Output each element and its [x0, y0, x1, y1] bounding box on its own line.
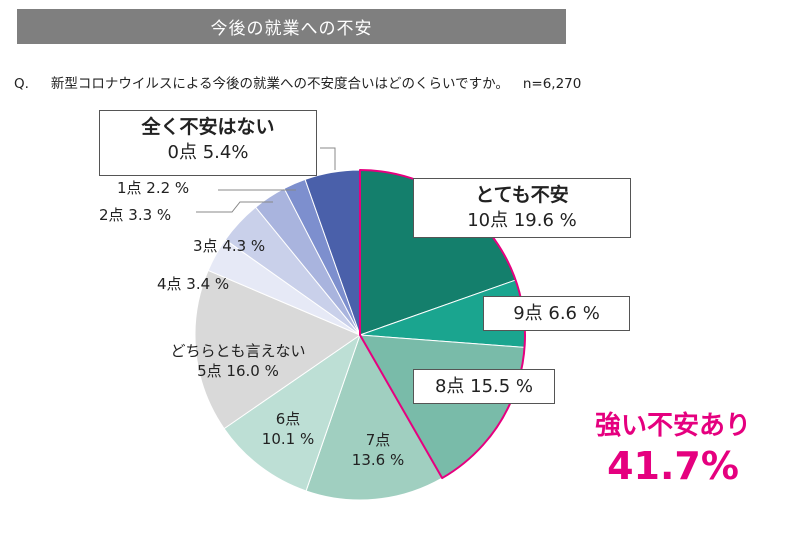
label-0pt-name: 全く不安はない [141, 116, 275, 138]
label-5pt: どちらとも言えない 5点 16.0 % [168, 341, 308, 382]
pie-slice-5点 [194, 269, 362, 430]
label-8pt: 8点 15.5 % [413, 369, 555, 404]
question-text: Q. 新型コロナウイルスによる今後の就業への不安度合いはどのくらいですか。 n=6,… [14, 72, 603, 92]
label-10pt-value: 10点 19.6 % [467, 209, 577, 231]
label-4pt: 4点 3.4 % [157, 275, 230, 293]
chart-title: 今後の就業への不安 [210, 19, 373, 39]
pie-slice-6点 [223, 333, 361, 492]
label-1pt: 1点 2.2 % [117, 179, 190, 197]
sample-size: n=6,270 [522, 76, 582, 92]
leader-line-0 [320, 147, 336, 170]
label-6pt-value: 10.1 % [261, 430, 315, 449]
label-7pt: 7点 13.6 % [338, 430, 418, 471]
label-3pt: 3点 4.3 % [193, 237, 266, 255]
label-9pt: 9点 6.6 % [483, 296, 630, 331]
leader-line-2 [196, 201, 273, 213]
strong-anxiety-label: 強い不安あり [594, 411, 751, 441]
label-5pt-value: 5点 16.0 % [197, 362, 279, 381]
label-0pt-value: 0点 5.4% [167, 141, 249, 163]
question-prefix: Q. [14, 76, 29, 92]
label-10pt: とても不安 10点 19.6 % [413, 178, 631, 238]
label-6pt: 6点 10.1 % [248, 409, 328, 450]
label-2pt: 2点 3.3 % [99, 206, 172, 224]
leader-lines [196, 147, 336, 213]
strong-anxiety-value: 41.7% [607, 444, 739, 488]
label-5pt-name: どちらとも言えない [170, 342, 306, 360]
question-body: 新型コロナウイルスによる今後の就業への不安度合いはどのくらいですか。 [50, 76, 509, 92]
chart-title-bar: 今後の就業への不安 [17, 9, 566, 44]
label-7pt-name: 7点 [365, 431, 391, 449]
label-10pt-name: とても不安 [475, 184, 569, 206]
pie-slice-7点 [305, 333, 443, 501]
label-7pt-value: 13.6 % [351, 451, 405, 470]
label-6pt-name: 6点 [275, 410, 301, 428]
label-0pt: 全く不安はない 0点 5.4% [99, 110, 317, 176]
